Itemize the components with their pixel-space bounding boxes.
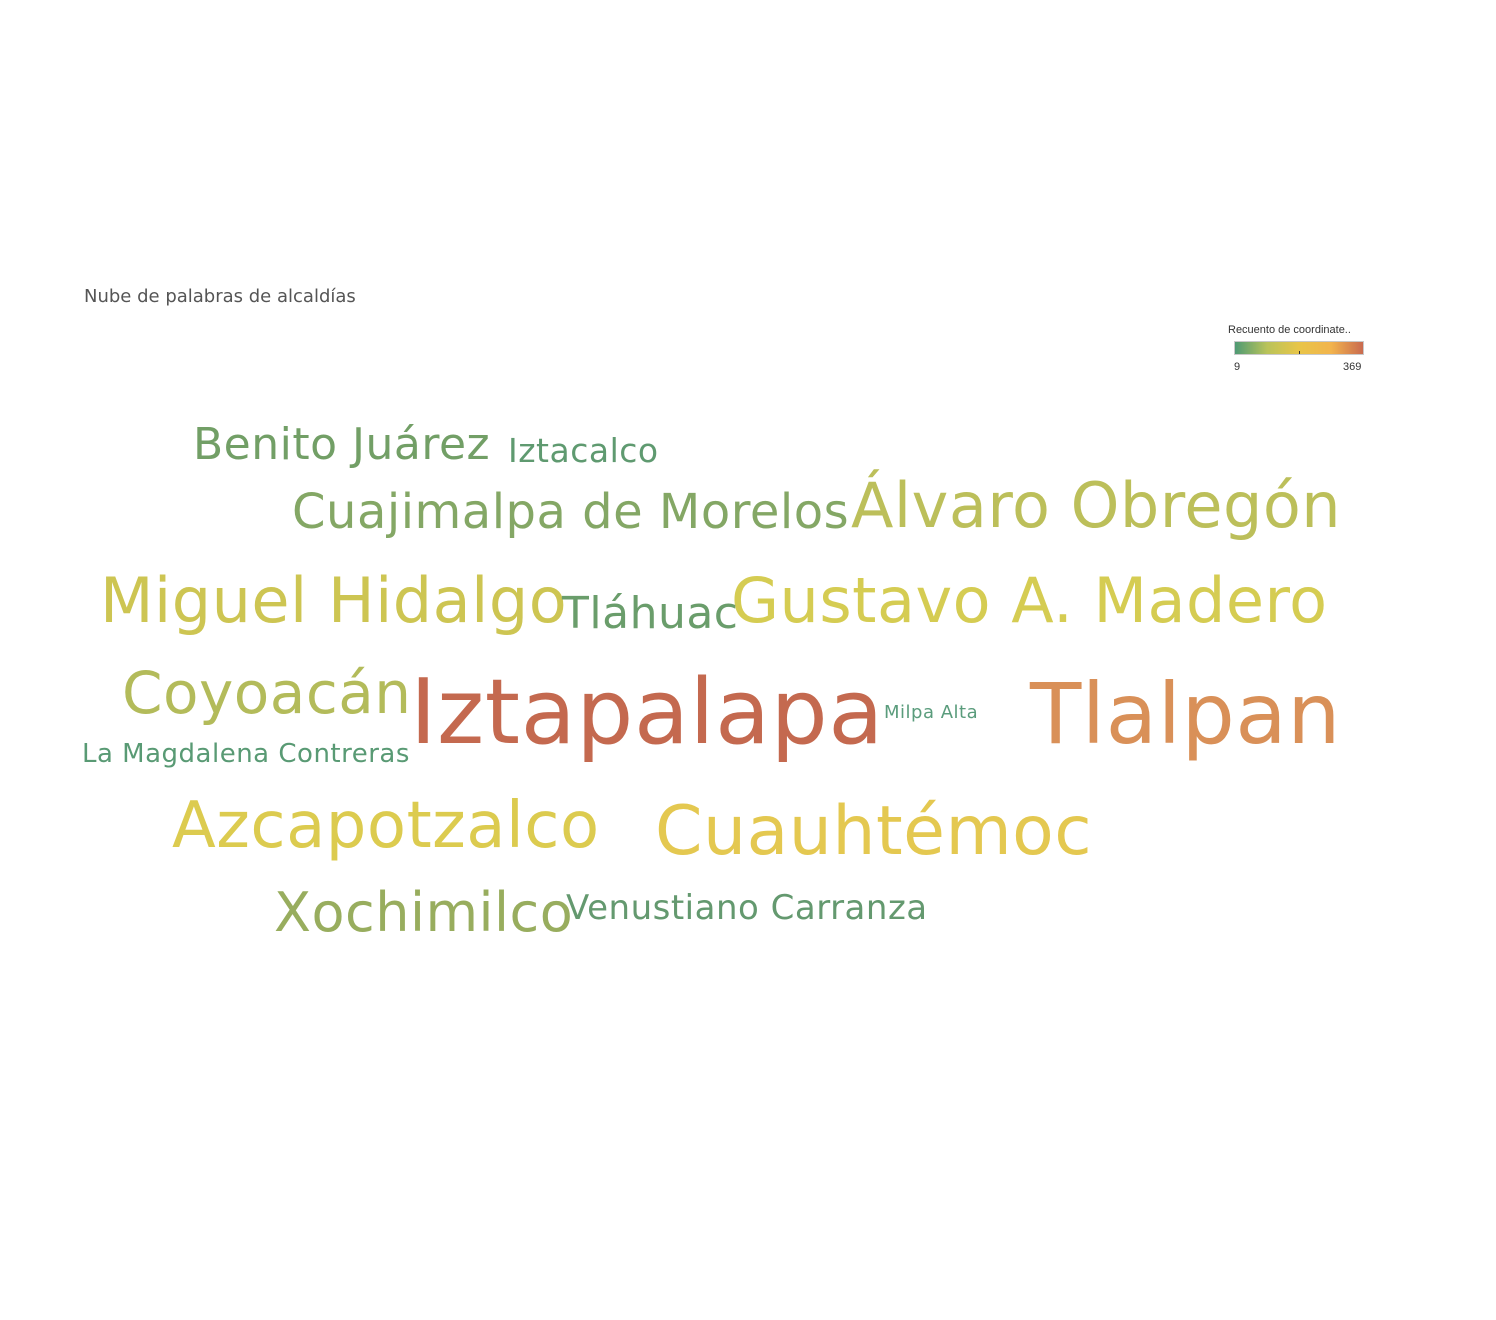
chart-title: Nube de palabras de alcaldías — [84, 286, 356, 307]
word-azcapotzalco[interactable]: Azcapotzalco — [172, 789, 600, 863]
word-cuauhtémoc[interactable]: Cuauhtémoc — [655, 792, 1093, 871]
legend-midpoint-tick — [1299, 351, 1300, 354]
legend-title: Recuento de coordinate.. — [1228, 324, 1351, 336]
legend-min-label: 9 — [1234, 361, 1241, 373]
word-cuajimalpa-de-morelos[interactable]: Cuajimalpa de Morelos — [292, 484, 850, 540]
word-miguel-hidalgo[interactable]: Miguel Hidalgo — [100, 564, 568, 637]
word-tlalpan[interactable]: Tlalpan — [1030, 665, 1341, 763]
legend-max-label: 369 — [1343, 361, 1362, 373]
word-álvaro-obregón[interactable]: Álvaro Obregón — [851, 469, 1342, 542]
word-benito-juárez[interactable]: Benito Juárez — [193, 419, 491, 470]
color-legend: Recuento de coordinate.. 9 369 — [1228, 324, 1378, 373]
word-iztapalapa[interactable]: Iztapalapa — [410, 660, 884, 765]
legend-gradient-bar — [1234, 341, 1364, 355]
word-la-magdalena-contreras[interactable]: La Magdalena Contreras — [82, 739, 410, 769]
word-coyoacán[interactable]: Coyoacán — [122, 659, 412, 727]
word-iztacalco[interactable]: Iztacalco — [508, 431, 659, 470]
word-milpa-alta[interactable]: Milpa Alta — [884, 702, 979, 723]
word-venustiano-carranza[interactable]: Venustiano Carranza — [566, 888, 928, 928]
word-gustavo-a-madero[interactable]: Gustavo A. Madero — [731, 564, 1328, 637]
word-xochimilco[interactable]: Xochimilco — [274, 881, 574, 944]
word-tláhuac[interactable]: Tláhuac — [562, 588, 739, 639]
